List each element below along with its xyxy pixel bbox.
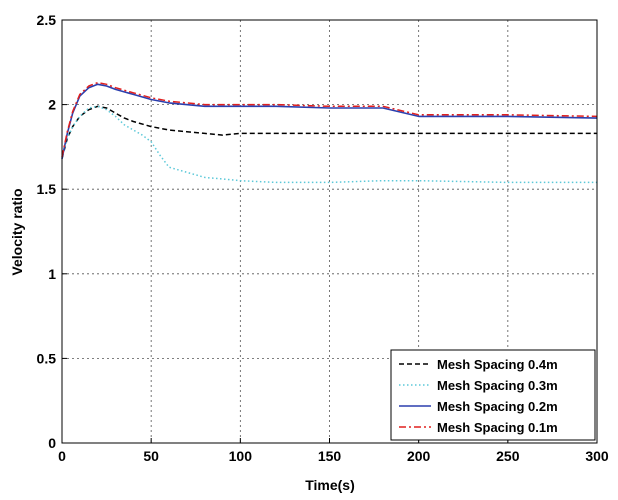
legend-label-1: Mesh Spacing 0.4m	[437, 357, 558, 372]
y-tick-label: 0.5	[37, 350, 57, 366]
x-tick-label: 100	[229, 448, 253, 464]
x-tick-label: 50	[143, 448, 159, 464]
y-tick-label: 0	[48, 435, 56, 451]
legend-label-3: Mesh Spacing 0.2m	[437, 399, 558, 414]
legend-box	[390, 349, 596, 441]
y-tick-label: 2	[48, 97, 56, 113]
y-axis-label: Velocity ratio	[9, 188, 25, 275]
legend-label-2: Mesh Spacing 0.3m	[437, 378, 558, 393]
series-line-4	[61, 81, 598, 158]
x-axis-label: Time(s)	[305, 477, 355, 493]
x-tick-label: 250	[496, 448, 520, 464]
x-axis-ticks: 0 50 100 150 200 250 300	[58, 438, 609, 464]
series-lines	[61, 81, 598, 184]
legend: Mesh Spacing 0.4m Mesh Spacing 0.3m Mesh S…	[390, 349, 596, 441]
y-tick-label: 2.5	[37, 12, 57, 28]
series-line-2	[61, 105, 597, 184]
x-tick-label: 0	[58, 448, 66, 464]
x-tick-label: 200	[407, 448, 431, 464]
x-tick-label: 300	[585, 448, 609, 464]
y-tick-label: 1	[48, 266, 56, 282]
legend-label-4: Mesh Spacing 0.1m	[437, 420, 558, 435]
series-line-1	[61, 105, 597, 159]
y-axis-ticks: 0 0.5 1 1.5 2 2.5	[37, 12, 67, 451]
x-tick-label: 150	[318, 448, 342, 464]
y-tick-label: 1.5	[37, 181, 57, 197]
